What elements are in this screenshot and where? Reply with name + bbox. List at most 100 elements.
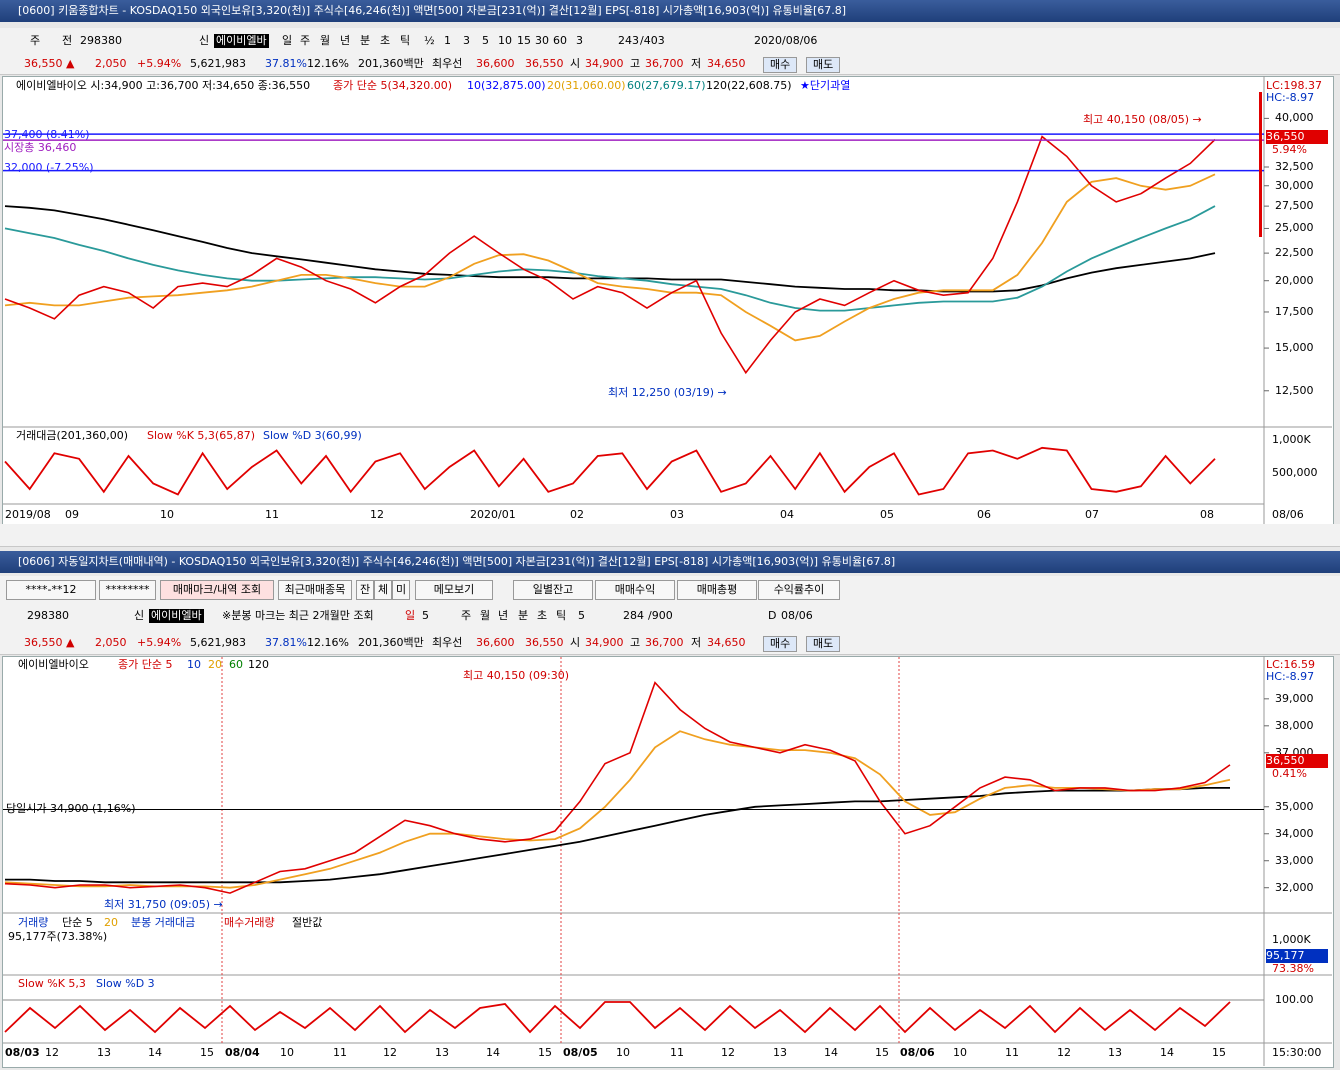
toolbar-item[interactable]: 298380 [27,609,69,622]
price-line [4,681,1231,894]
button[interactable]: 체 [374,580,392,600]
toolbar-item[interactable]: 15 [517,34,531,47]
button[interactable]: 메모보기 [415,580,493,600]
x-tick-label: 13 [435,1046,449,1059]
toolbar-item[interactable]: /900 [648,609,673,622]
button[interactable]: 미 [392,580,410,600]
button[interactable]: 매매수익 [595,580,675,600]
toolbar-item[interactable]: 틱 [556,609,567,622]
x-tick-label: 08/05 [563,1046,598,1059]
button[interactable]: ****-**12 [6,580,96,600]
toolbar-item[interactable]: D [768,609,777,622]
quote-field: 2,050 [95,636,127,649]
sub-legend: Slow %K 5,3(65,87) [147,429,255,442]
x-tick-label: 08/03 [5,1046,40,1059]
quote-field: 37.81% [265,636,307,649]
button[interactable]: 최근매매종목 [278,580,352,600]
button[interactable]: 일별잔고 [513,580,593,600]
toolbar-item[interactable]: 년 [340,34,351,47]
x-tick-label: 02 [570,508,584,521]
price-line [4,173,1216,342]
toolbar-item[interactable]: 60 [553,34,567,47]
toolbar-item[interactable]: 월 [320,34,331,47]
toolbar-item[interactable]: 일 [405,609,416,622]
quote-field: 201,360백만 [358,57,424,70]
volume-box: 95,177 [1266,949,1328,963]
toolbar-item[interactable]: 전 [62,34,73,47]
button[interactable]: 수익률추이 [758,580,840,600]
toolbar-item[interactable]: ½ [424,34,435,47]
legend-entry: ★단기과열 [800,79,851,92]
x-tick-label: 11 [333,1046,347,1059]
toolbar-item[interactable]: 월 [480,609,491,622]
toolbar-item[interactable]: 신 [134,609,145,622]
legend-entry: 종가 단순 5(34,320.00) [333,79,453,92]
toolbar-item[interactable]: 243 [618,34,639,47]
toolbar-item[interactable]: 30 [535,34,549,47]
toolbar-item[interactable]: 3 [463,34,470,47]
quote-field: 고 [630,57,641,70]
y-tick-label: 34,000 [1275,826,1314,840]
order-button[interactable]: 매수 [763,636,798,652]
low-note: 최저 12,250 (03/19) → [608,386,727,399]
toolbar-item[interactable]: 신 [199,34,210,47]
toolbar-item[interactable]: 초 [537,609,548,622]
toolbar-item[interactable]: 일 [282,34,293,47]
legend-entry: 120(22,608.75) [706,79,792,92]
order-button[interactable]: 매도 [806,636,841,652]
quote-field: 36,550 ▲ [24,636,75,649]
toolbar-item[interactable]: 5 [578,609,585,622]
hc-value: HC:-8.97 [1266,91,1315,104]
window-title: [0600] 키움종합차트 - KOSDAQ150 외국인보유[3,320(천)… [18,4,847,17]
quote-field: 36,550 [525,636,564,649]
toolbar-item[interactable]: 2020/08/06 [754,34,818,47]
x-tick-label: 15 [538,1046,552,1059]
x-tick-label: 05 [880,508,894,521]
toolbar-item[interactable]: 틱 [400,34,411,47]
quote-field: 저 [691,57,702,70]
quote-field: 최우선 [432,57,463,70]
toolbar-item[interactable]: 284 [623,609,644,622]
toolbar-item[interactable]: 분 [360,34,371,47]
toolbar-item[interactable]: 초 [380,34,391,47]
order-button[interactable]: 매수 [763,57,798,73]
toolbar-item[interactable]: 에이비엘바 [214,34,269,48]
volume-legend: 매수거래량 [224,916,275,929]
button[interactable]: ******** [99,580,156,600]
toolbar-item[interactable]: 주 [300,34,311,47]
button[interactable]: 매매총평 [677,580,757,600]
toolbar-item[interactable]: 주 [461,609,472,622]
toolbar-item[interactable]: 에이비엘바 [149,609,204,623]
legend-entry: 에이비엘바이오 [18,658,89,671]
y-tick-label: 30,000 [1275,178,1314,192]
order-button[interactable]: 매도 [806,57,841,73]
quote-field: 최우선 [432,636,463,649]
quote-field: 34,650 [707,636,746,649]
toolbar-item[interactable]: 년 [498,609,509,622]
toolbar-item[interactable]: /403 [640,34,665,47]
x-tick-label: 10 [280,1046,294,1059]
toolbar-item[interactable]: 3 [576,34,583,47]
volume-legend: 20 [104,916,118,929]
toolbar-item[interactable]: 5 [482,34,489,47]
toolbar-item[interactable]: 주 [30,34,41,47]
toolbar-item[interactable]: 1 [444,34,451,47]
x-tick-label: 08/06 [1272,508,1304,521]
quote-bar [0,53,1340,75]
button[interactable]: 잔 [356,580,374,600]
y-tick-label: 25,000 [1275,221,1314,235]
toolbar-item[interactable]: 분 [518,609,529,622]
toolbar-item[interactable]: 10 [498,34,512,47]
x-tick-label: 11 [265,508,279,521]
price-line [4,205,1216,312]
stoch-legend: Slow %K 5,3 [18,977,86,990]
toolbar-item[interactable]: 5 [422,609,429,622]
quote-field: 201,360백만 [358,636,424,649]
x-tick-label: 12 [721,1046,735,1059]
button[interactable]: 매매마크/내역 조회 [160,580,274,600]
quote-field: 2,050 [95,57,127,70]
toolbar-item[interactable]: 08/06 [781,609,813,622]
quote-field: 시 [570,57,581,70]
toolbar-item[interactable]: 298380 [80,34,122,47]
